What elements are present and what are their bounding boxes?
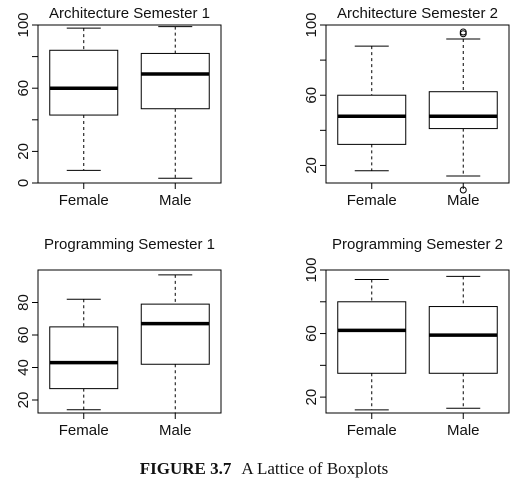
y-tick-label: 20 [303,157,320,174]
panel-title: Architecture Semester 2 [337,5,498,22]
y-tick-label: 60 [303,87,320,104]
plot-frame [325,24,510,184]
y-tick-label: 100 [303,257,320,282]
box-male [140,303,210,365]
y-tick-label: 60 [15,327,32,344]
panel-programming-semester-2: Programming Semester 2 20 60 100 Female Male [303,236,510,439]
plot-frame [325,269,510,414]
box-female [49,49,119,116]
box-male [140,52,210,110]
panel-programming-semester-1: Programming Semester 1 20 40 60 80 Female Male [15,236,222,439]
x-tick-label: Male [159,422,192,439]
figure-caption-label: FIGURE 3.7 [139,459,232,478]
x-tick-label: Female [59,192,109,209]
box-male [428,306,498,374]
figure-caption-text: A Lattice of Boxplots [241,459,389,478]
x-tick-label: Female [59,422,109,439]
panel-title: Programming Semester 1 [44,236,215,253]
box-female [337,301,407,374]
y-tick-label: 20 [15,143,32,160]
y-tick-label: 40 [15,359,32,376]
panel-architecture-semester-2: Architecture Semester 2 20 60 100 Female Male [303,5,510,209]
x-tick-label: Male [447,192,480,209]
y-tick-label: 60 [303,325,320,342]
plot-frame [37,24,222,184]
outlier-point [459,30,467,38]
y-tick-label: 20 [303,389,320,406]
x-tick-label: Male [447,422,480,439]
plot-frame [37,269,222,414]
x-tick-label: Female [347,192,397,209]
x-tick-label: Female [347,422,397,439]
x-tick-label: Male [159,192,192,209]
box-male [428,91,498,130]
y-tick-label: 60 [15,80,32,97]
panel-title: Programming Semester 2 [332,236,503,253]
y-tick-label: 20 [15,392,32,409]
box-female [49,326,119,390]
y-tick-label: 100 [15,12,32,37]
panel-title: Architecture Semester 1 [49,5,210,22]
y-tick-label: 100 [303,12,320,37]
y-tick-label: 80 [15,294,32,311]
panel-architecture-semester-1: Architecture Semester 1 0 20 60 100 Female Mal… [15,5,222,209]
y-tick-label: 0 [15,179,32,187]
figure-caption: FIGURE 3.7 A Lattice of Boxplots [0,459,528,479]
box-female [337,94,407,145]
